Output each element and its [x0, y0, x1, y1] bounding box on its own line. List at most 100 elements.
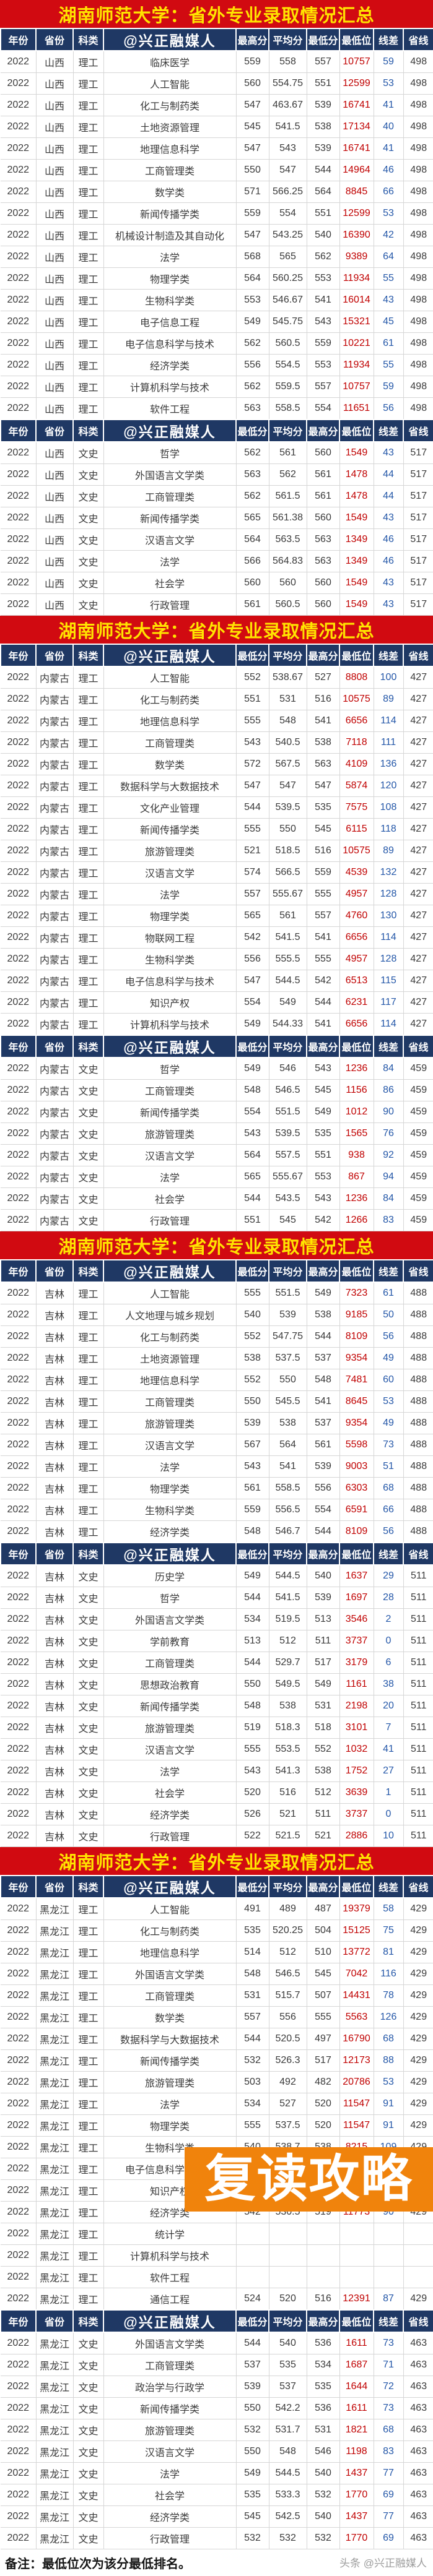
cell-province: 黑龙江: [35, 2527, 74, 2549]
cell-score-1: 548: [235, 1963, 269, 1985]
cell-score-1: 554: [235, 1101, 269, 1123]
cell-score-2: 541.5: [268, 1587, 307, 1609]
cell-score-2: 546: [268, 1057, 307, 1080]
cell-year: 2022: [1, 332, 37, 355]
cell-rank: 9354: [339, 1347, 374, 1369]
cell-province: 吉林: [35, 1652, 74, 1674]
cell-category: 理工: [72, 1369, 104, 1391]
cell-year: 2022: [1, 1166, 37, 1188]
cell-score-1: 544: [235, 2332, 269, 2354]
cell-score-1: 491: [235, 1897, 269, 1920]
cell-year: 2022: [1, 1122, 37, 1145]
cell-major: 土地资源管理: [103, 116, 237, 138]
cell-score-3: 520: [306, 2093, 340, 2115]
cell-major: 工商管理类: [103, 1984, 237, 2007]
cell-diff: 43: [373, 441, 404, 464]
table-row: 2022 山西 文史 社会学 560 560 560 1549 43 517: [1, 572, 433, 594]
cell-province: 内蒙古: [35, 688, 74, 710]
cell-score-3: 560: [306, 441, 340, 464]
cell-rank: 9389: [339, 246, 374, 268]
cell-score-2: 540.5: [268, 731, 307, 754]
cell-category: 文史: [72, 2484, 104, 2506]
table-row: 2022 山西 理工 物理学类 564 560.25 553 11934 55 498: [1, 267, 433, 290]
cell-year: 2022: [1, 2114, 37, 2137]
table-row: 2022 黑龙江 理工 旅游管理类 503 492 482 20786 53 429: [1, 2071, 433, 2093]
header-diff: 线差: [373, 28, 404, 51]
watermark-header: @兴正融媒人: [103, 1875, 237, 1898]
header-score-1: 最低分: [235, 1542, 269, 1566]
cell-rank: 11934: [339, 354, 374, 376]
cell-score-2: 542.5: [268, 2505, 307, 2528]
cell-rank: 5598: [339, 1434, 374, 1456]
cell-year: 2022: [1, 2028, 37, 2050]
cell-score-1: 553: [235, 289, 269, 311]
cell-diff: 43: [373, 572, 404, 594]
cell-diff: 83: [373, 1209, 404, 1231]
cell-score-2: 556: [268, 2006, 307, 2028]
header-score-2: 平均分: [268, 1875, 307, 1898]
table-row: 2022 内蒙古 文史 哲学 549 546 543 1236 84 459: [1, 1057, 433, 1080]
cell-major: 电子信息科学与技术: [103, 332, 237, 355]
cell-score-2: 547: [268, 159, 307, 181]
cell-province: 黑龙江: [35, 2419, 74, 2441]
cell-diff: 92: [373, 1144, 404, 1166]
cell-line: 463: [403, 2484, 433, 2506]
cell-province: 内蒙古: [35, 796, 74, 819]
cell-year: 2022: [1, 463, 37, 486]
cell-province: 吉林: [35, 1803, 74, 1825]
cell-score-1: 545: [235, 116, 269, 138]
cell-year: 2022: [1, 2288, 37, 2311]
cell-score-1: 544: [235, 1187, 269, 1210]
cell-line: 463: [403, 2376, 433, 2398]
cell-category: 理工: [72, 840, 104, 862]
cell-score-1: 548: [235, 1520, 269, 1543]
cell-category: 理工: [72, 1434, 104, 1456]
table-row: 2022 黑龙江 理工 通信工程 524 520 516 12391 87 429: [1, 2288, 433, 2311]
table-row: 2022 山西 理工 化工与制药类 547 463.67 539 16741 41 498: [1, 94, 433, 116]
cell-province: 内蒙古: [35, 1187, 74, 1210]
cell-score-3: [306, 2244, 340, 2267]
cell-rank: 1611: [339, 2397, 374, 2419]
cell-province: 内蒙古: [35, 1166, 74, 1188]
cell-score-1: 571: [235, 181, 269, 203]
cell-score-3: 556: [306, 1477, 340, 1499]
cell-diff: 41: [373, 1738, 404, 1760]
cell-diff: 43: [373, 289, 404, 311]
cell-line: 429: [403, 2288, 433, 2311]
cell-category: 文史: [72, 1652, 104, 1674]
cell-category: 文史: [72, 485, 104, 507]
cell-score-1: 561: [235, 593, 269, 616]
cell-diff: 68: [373, 2028, 404, 2050]
cell-year: 2022: [1, 1564, 37, 1587]
cell-province: 黑龙江: [35, 1897, 74, 1920]
cell-category: 理工: [72, 1390, 104, 1413]
admission-table: 年份 省份 科类 @兴正融媒人 最低分 平均分 最高分 最低位 线差 省线 2022 吉林 理工 人工智能…: [0, 1259, 433, 1847]
cell-diff: 40: [373, 116, 404, 138]
cell-province: 吉林: [35, 1499, 74, 1521]
cell-score-3: 555: [306, 2006, 340, 2028]
header-province: 省份: [35, 419, 74, 442]
cell-score-1: 562: [235, 441, 269, 464]
cell-score-3: 539: [306, 94, 340, 116]
cell-score-1: 531: [235, 1984, 269, 2007]
cell-province: 吉林: [35, 1412, 74, 1434]
table-row: 2022 内蒙古 理工 计算机科学与技术 549 544.33 541 6656 114 427: [1, 1013, 433, 1036]
cell-line: 511: [403, 1630, 433, 1652]
cell-major: 新闻传播学类: [103, 2397, 237, 2419]
cell-category: 理工: [72, 267, 104, 290]
cell-major: 知识产权: [103, 991, 237, 1014]
table-row: 2022 吉林 理工 经济学类 548 546.7 544 8109 56 488: [1, 1520, 433, 1543]
cell-score-1: 513: [235, 1630, 269, 1652]
cell-score-2: 545.5: [268, 1390, 307, 1413]
cell-year: 2022: [1, 2354, 37, 2376]
cell-category: 文史: [72, 550, 104, 572]
cell-province: 山西: [35, 354, 74, 376]
table-row: 2022 内蒙古 理工 地理信息科学 555 548 541 6656 114 427: [1, 710, 433, 732]
cell-score-2: 526.3: [268, 2049, 307, 2072]
cell-category: 理工: [72, 2006, 104, 2028]
cell-category: 理工: [72, 2114, 104, 2137]
cell-year: 2022: [1, 485, 37, 507]
cell-rank: 3179: [339, 1652, 374, 1674]
cell-line: 459: [403, 1187, 433, 1210]
cell-category: 理工: [72, 1897, 104, 1920]
